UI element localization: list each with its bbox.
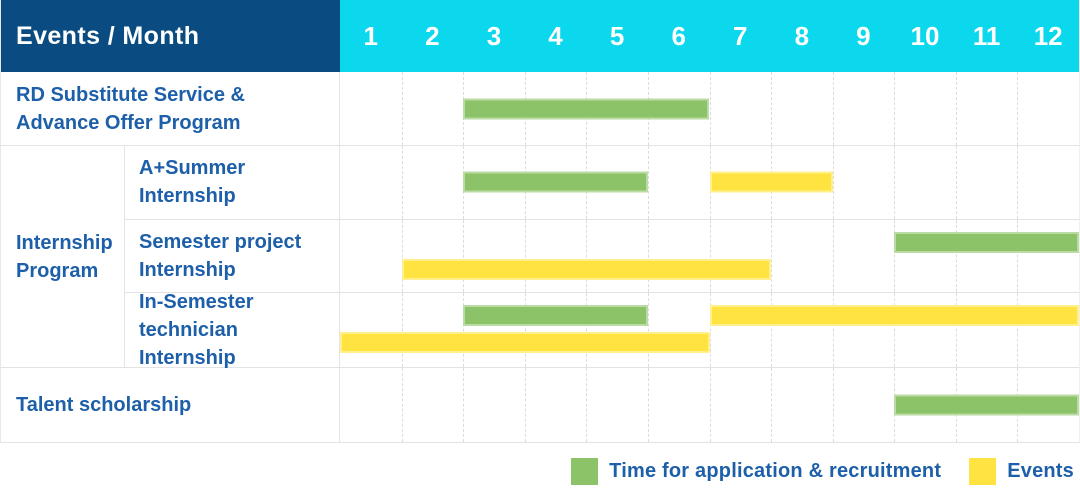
legend-entry-events: Events: [969, 458, 1074, 485]
events-month-table: Events / Month 1 2 3 4 5 6 7 8 9 10 11 1…: [0, 0, 1080, 443]
yellow-gantt-bar: [401, 258, 772, 280]
yellow-swatch-icon: [969, 458, 997, 485]
row-label-in-semester-technician: In-Semester technician Internship: [125, 291, 340, 369]
month-gridline: [647, 368, 649, 442]
group-label-internship-program: Internship Program: [1, 146, 125, 367]
month-header-8: 8: [794, 20, 810, 51]
month-gridline: [401, 219, 403, 292]
month-header-9: 9: [856, 20, 871, 51]
month-gridline: [463, 219, 465, 292]
month-gridline: [524, 293, 526, 367]
month-header-strip: 1 2 3 4 5 6 7 8 9 10 11 12: [340, 0, 1079, 72]
table-row: In-Semester technician Internship: [125, 291, 1079, 369]
month-gridline: [832, 293, 834, 367]
green-gantt-bar: [463, 171, 648, 193]
chart-cell-a-plus-summer: [340, 146, 1079, 219]
month-gridline: [771, 368, 773, 442]
row-label-a-plus-summer: A+Summer Internship: [125, 146, 340, 219]
table-row: A+Summer Internship: [125, 146, 1079, 220]
legend-label: Events: [1007, 460, 1074, 482]
month-gridline: [1017, 146, 1019, 219]
month-header-4: 4: [548, 20, 563, 51]
green-swatch-icon: [571, 458, 599, 485]
month-gridline: [955, 293, 957, 367]
month-gridline: [647, 219, 649, 292]
month-gridline: [647, 293, 649, 367]
month-gridline: [463, 368, 465, 442]
month-gridline: [894, 146, 896, 219]
yellow-gantt-bar: [709, 305, 1079, 326]
month-gridline: [401, 368, 403, 442]
green-gantt-bar: [894, 231, 1079, 253]
month-gridline: [401, 293, 403, 367]
month-gridline: [832, 72, 834, 145]
row-label-rd-substitute: RD Substitute Service & Advance Offer Pr…: [1, 72, 340, 145]
month-gridline: [771, 219, 773, 292]
month-gridline: [647, 146, 649, 219]
month-header-12: 12: [1033, 20, 1063, 51]
chart-cell-in-semester-technician: [340, 293, 1079, 367]
month-gridline: [771, 293, 773, 367]
table-row: Semester project Internship: [125, 219, 1079, 293]
month-gridline: [709, 368, 711, 442]
month-gridline: [955, 219, 957, 292]
month-gridline: [894, 72, 896, 145]
month-gridline: [1017, 293, 1019, 367]
month-header-5: 5: [609, 20, 625, 51]
events-month-header-cell: Events / Month: [1, 0, 340, 72]
chart-cell-talent-scholarship: [340, 368, 1079, 442]
legend: Time for application & recruitment Event…: [571, 458, 1074, 485]
row-label-semester-project: Semester project Internship: [125, 219, 340, 292]
month-gridline: [401, 146, 403, 219]
month-gridline: [894, 219, 896, 292]
month-gridline: [955, 146, 957, 219]
month-header-7: 7: [733, 20, 748, 51]
month-gridline: [1017, 219, 1019, 292]
internship-program-group: Internship Program A+Summer Internship S…: [1, 146, 1079, 369]
month-gridline: [832, 368, 834, 442]
table-title: Events / Month: [16, 21, 200, 50]
green-gantt-bar: [894, 394, 1079, 416]
month-header-1: 1: [363, 20, 379, 51]
month-gridline: [586, 219, 588, 292]
row-label-talent-scholarship: Talent scholarship: [1, 368, 340, 442]
legend-entry-application-recruitment: Time for application & recruitment: [571, 458, 941, 485]
yellow-gantt-bar: [709, 171, 833, 193]
green-gantt-bar: [463, 98, 710, 119]
month-gridline: [955, 72, 957, 145]
month-header-2: 2: [425, 20, 440, 51]
month-gridline: [832, 146, 834, 219]
month-gridline: [524, 368, 526, 442]
month-gridline: [586, 368, 588, 442]
month-header-11: 11: [972, 20, 1001, 51]
table-header: Events / Month 1 2 3 4 5 6 7 8 9 10 11 1…: [1, 0, 1079, 72]
month-gridline: [463, 293, 465, 367]
month-gridline: [709, 219, 711, 292]
month-header-3: 3: [486, 20, 502, 51]
month-header-10: 10: [910, 20, 940, 51]
yellow-gantt-bar: [340, 332, 710, 353]
internship-program-subrows: A+Summer Internship Semester project Int…: [125, 146, 1079, 369]
month-header-6: 6: [671, 20, 686, 51]
table-row: RD Substitute Service & Advance Offer Pr…: [1, 72, 1079, 146]
month-gridline: [524, 219, 526, 292]
month-gridline: [771, 72, 773, 145]
legend-label: Time for application & recruitment: [609, 460, 942, 482]
table-row: Talent scholarship: [1, 368, 1079, 442]
chart-cell-rd-substitute: [340, 72, 1079, 145]
month-gridline: [709, 72, 711, 145]
green-gantt-bar: [463, 305, 648, 326]
month-gridline: [709, 293, 711, 367]
month-gridline: [1017, 72, 1019, 145]
chart-cell-semester-project: [340, 219, 1079, 292]
month-gridline: [894, 293, 896, 367]
month-gridline: [586, 293, 588, 367]
month-gridline: [401, 72, 403, 145]
month-gridline: [832, 219, 834, 292]
